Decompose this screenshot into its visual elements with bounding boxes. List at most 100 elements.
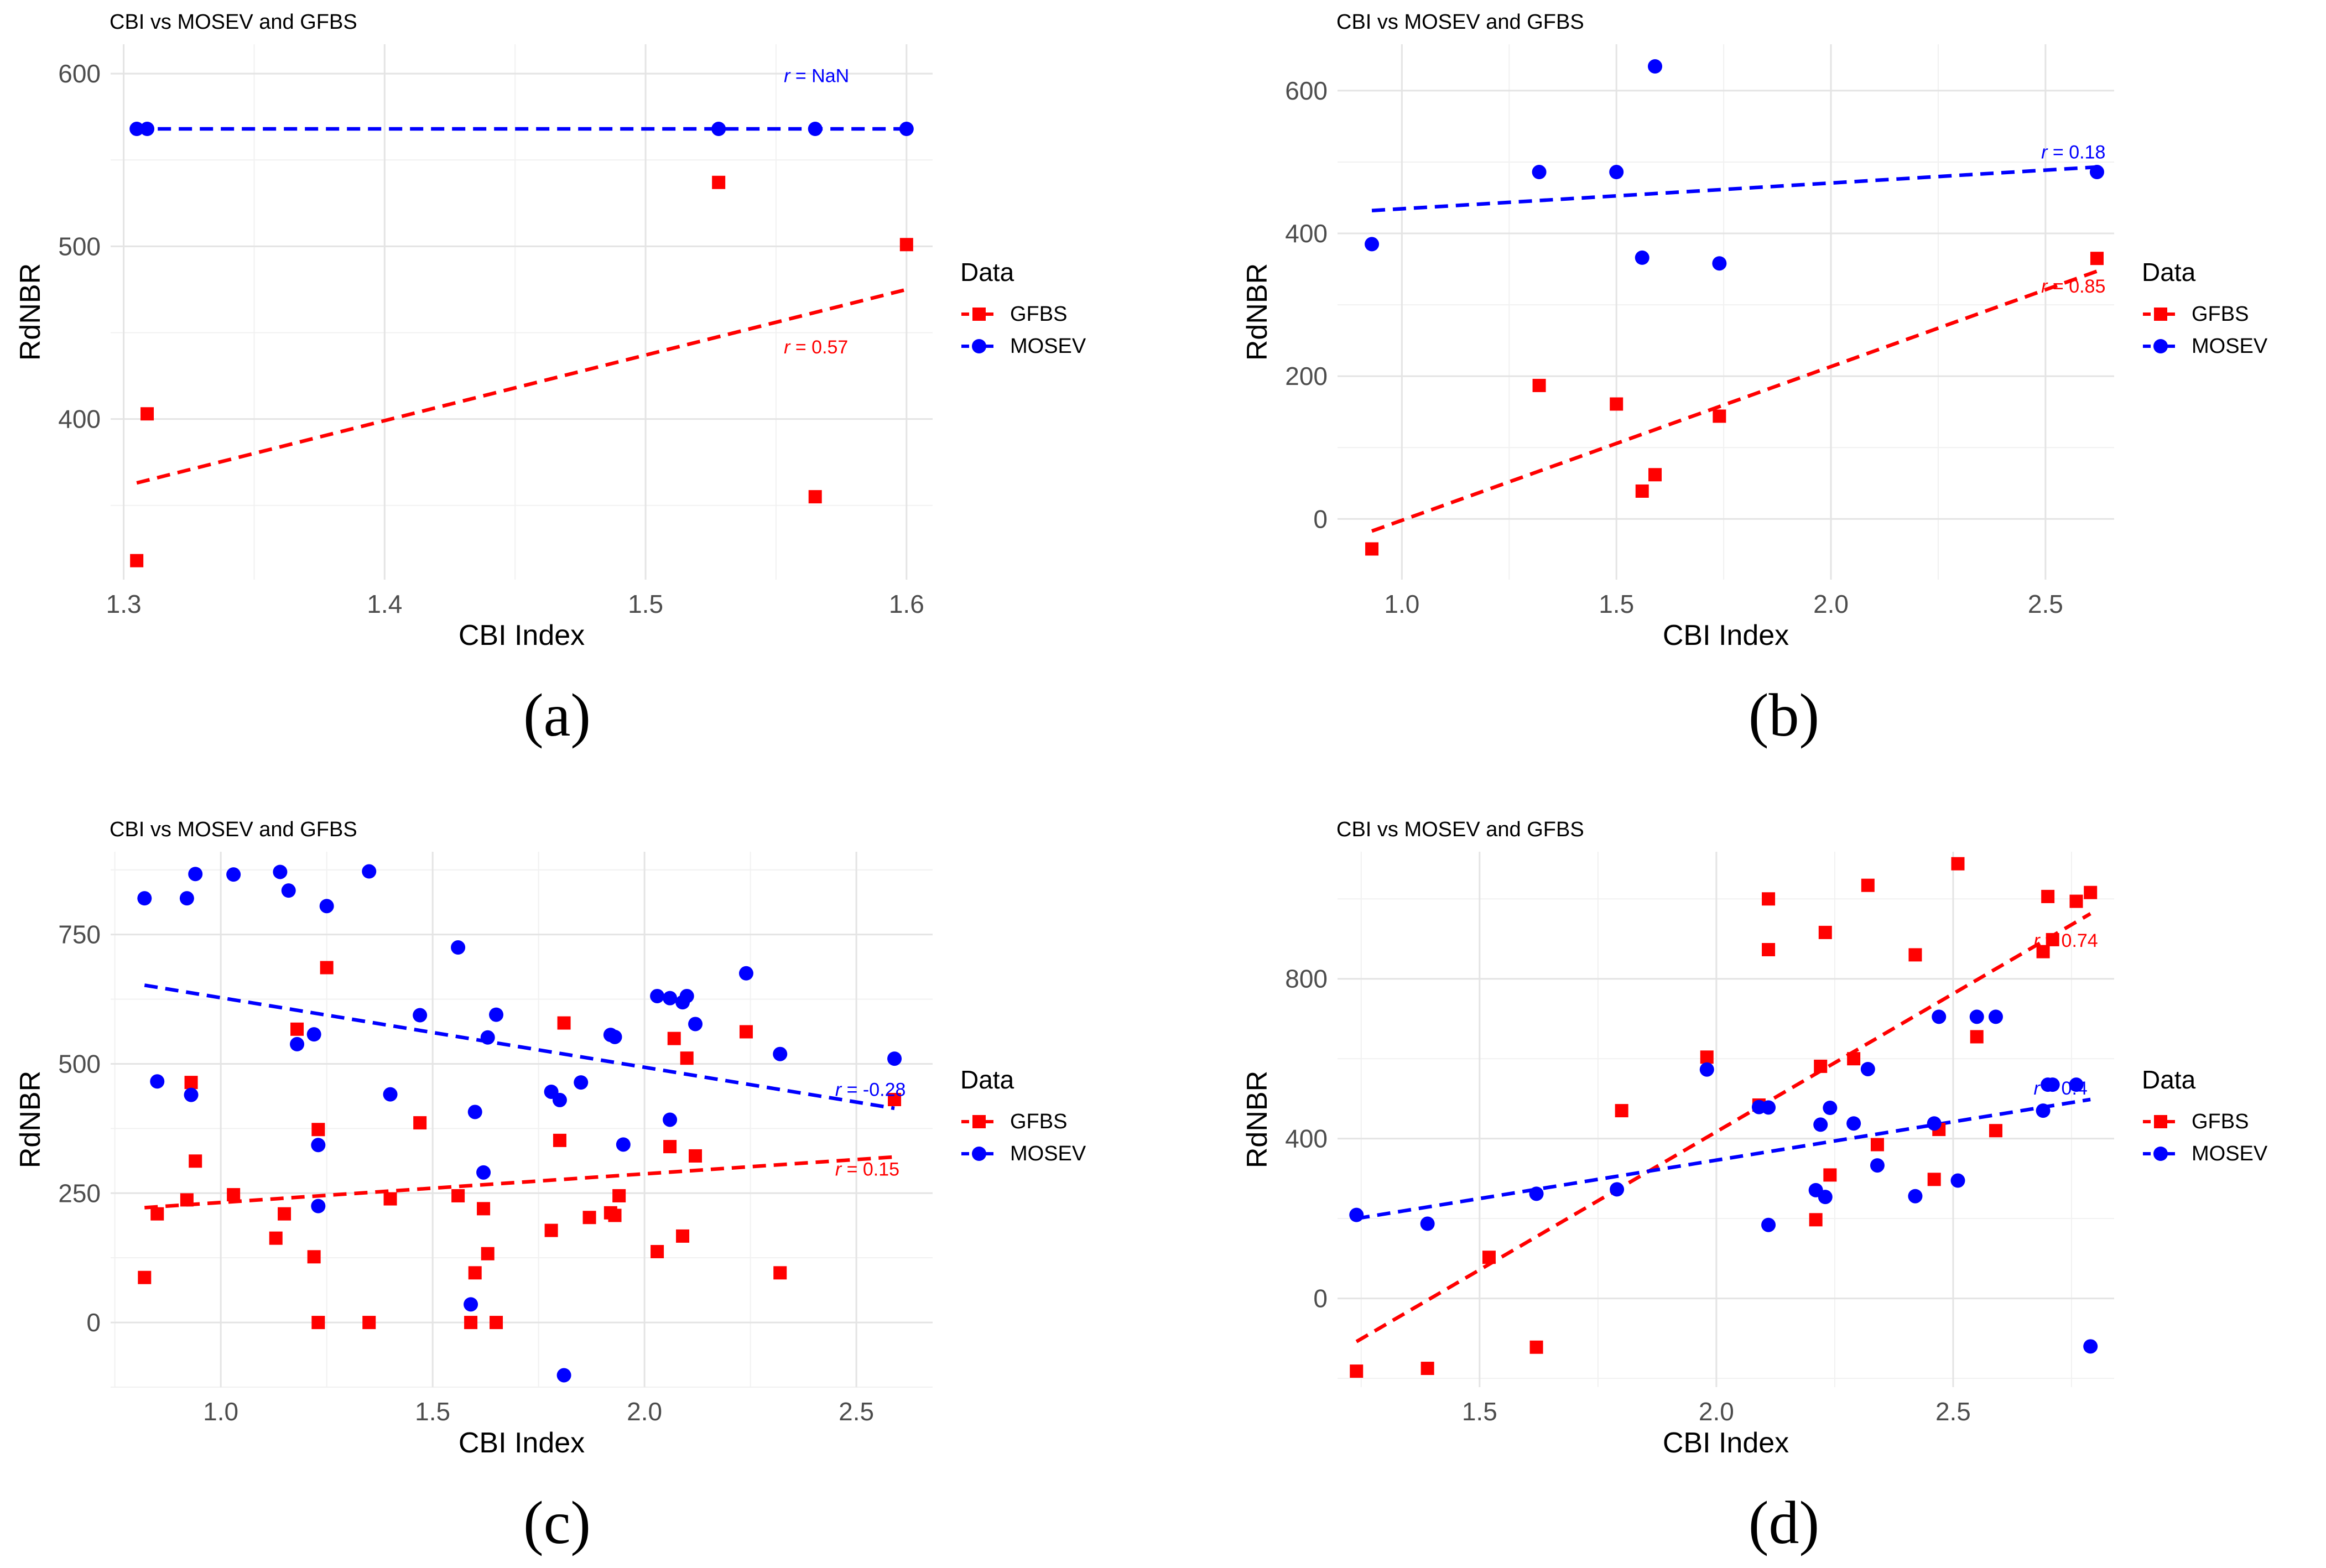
legend: Data GFBS MOSEV bbox=[2142, 1065, 2268, 1165]
correlation-symbol: r bbox=[835, 1079, 842, 1100]
x-tick-label: 2.5 bbox=[1935, 1397, 1971, 1426]
fit-line-gfbs bbox=[144, 1155, 895, 1210]
chart-panel-d: CBI vs MOSEV and GFBS 1.5 2.0 2.5 0 400 800 CBI… bbox=[1241, 818, 2268, 1556]
data-point-mosev bbox=[663, 991, 678, 1006]
legend-key-marker bbox=[972, 339, 986, 353]
data-point-gfbs bbox=[362, 1316, 376, 1330]
correlation-value: = 0.85 bbox=[2047, 276, 2105, 297]
data-point-mosev bbox=[188, 867, 203, 882]
x-tick-label: 1.5 bbox=[628, 590, 663, 618]
data-point-mosev bbox=[281, 883, 296, 898]
data-point-mosev bbox=[184, 1087, 199, 1102]
data-point-gfbs bbox=[307, 1250, 321, 1264]
legend-key-marker bbox=[972, 308, 986, 321]
legend-entry-mosev: MOSEV bbox=[1010, 335, 1086, 358]
data-point-mosev bbox=[306, 1027, 321, 1042]
data-point-mosev bbox=[1927, 1116, 1942, 1131]
data-point-mosev bbox=[616, 1137, 631, 1152]
x-tick-label: 1.0 bbox=[1384, 590, 1419, 618]
x-tick-label: 2.0 bbox=[627, 1397, 662, 1426]
data-point-gfbs bbox=[481, 1247, 495, 1260]
data-point-gfbs bbox=[269, 1231, 283, 1245]
x-tick-label: 1.3 bbox=[106, 590, 142, 618]
y-tick-label: 500 bbox=[58, 232, 101, 261]
data-point-gfbs bbox=[1762, 892, 1776, 906]
x-axis-label: CBI Index bbox=[459, 619, 585, 652]
legend-key-marker bbox=[2154, 1115, 2167, 1128]
x-axis-label: CBI Index bbox=[1663, 619, 1789, 652]
data-point-gfbs bbox=[1861, 878, 1875, 892]
legend: Data GFBS MOSEV bbox=[2142, 258, 2268, 358]
gridlines bbox=[111, 852, 933, 1388]
data-point-gfbs bbox=[2036, 945, 2050, 958]
legend: Data GFBS MOSEV bbox=[960, 1065, 1086, 1165]
legend-key-marker bbox=[2153, 339, 2168, 353]
plot-area: r = 0.15r = -0.28 bbox=[137, 864, 906, 1383]
data-point-mosev bbox=[311, 1199, 326, 1213]
legend-key-marker bbox=[2154, 308, 2167, 321]
correlation-symbol: r bbox=[2033, 930, 2041, 951]
x-tick-label: 2.0 bbox=[1813, 590, 1849, 618]
chart-panel-a: CBI vs MOSEV and GFBS 1.3 1.4 1.5 1.6 400 500 6… bbox=[14, 11, 1086, 749]
plot-area: r = 0.85r = 0.18 bbox=[1365, 59, 2105, 556]
data-point-gfbs bbox=[180, 1193, 194, 1207]
x-tick-label: 1.5 bbox=[415, 1397, 450, 1426]
data-point-gfbs bbox=[739, 1025, 753, 1039]
legend-key-marker bbox=[972, 1115, 986, 1128]
data-point-gfbs bbox=[1529, 1340, 1543, 1354]
chart-panel-c: CBI vs MOSEV and GFBS 1.0 1.5 2.0 2.5 0 250 500… bbox=[14, 818, 1086, 1556]
data-point-mosev bbox=[738, 966, 753, 981]
data-point-gfbs bbox=[150, 1207, 164, 1221]
y-tick-label: 800 bbox=[1285, 965, 1328, 993]
data-point-mosev bbox=[552, 1092, 567, 1107]
y-tick-label: 0 bbox=[1313, 504, 1328, 533]
data-point-gfbs bbox=[2084, 885, 2098, 899]
data-point-mosev bbox=[1420, 1216, 1435, 1231]
data-point-gfbs bbox=[1420, 1362, 1434, 1376]
correlation-label-mosev: r = NaN bbox=[784, 66, 849, 87]
data-point-mosev bbox=[273, 864, 288, 879]
data-point-gfbs bbox=[138, 1270, 152, 1284]
legend-title: Data bbox=[2142, 258, 2196, 286]
data-point-gfbs bbox=[1482, 1251, 1496, 1264]
data-point-mosev bbox=[1610, 1182, 1625, 1197]
data-point-mosev bbox=[1712, 256, 1727, 271]
data-point-mosev bbox=[467, 1105, 482, 1119]
data-point-gfbs bbox=[1350, 1364, 1364, 1378]
correlation-value: = 0.4 bbox=[2040, 1078, 2088, 1099]
fit-line-gfbs bbox=[1355, 912, 2091, 1343]
fit-line-mosev bbox=[144, 983, 895, 1111]
legend-entry-gfbs: GFBS bbox=[1010, 303, 1067, 326]
data-point-mosev bbox=[1988, 1009, 2003, 1024]
panel-caption: (a) bbox=[523, 681, 591, 749]
fit-line-gfbs bbox=[136, 288, 907, 485]
data-point-mosev bbox=[556, 1368, 571, 1383]
data-point-mosev bbox=[887, 1051, 902, 1066]
data-point-gfbs bbox=[544, 1223, 558, 1237]
correlation-value: = -0.28 bbox=[841, 1079, 906, 1100]
data-point-gfbs bbox=[1809, 1213, 1823, 1227]
chart-title: CBI vs MOSEV and GFBS bbox=[110, 11, 357, 34]
data-point-gfbs bbox=[1700, 1050, 1714, 1064]
data-point-gfbs bbox=[290, 1022, 304, 1036]
legend-key-marker bbox=[2153, 1147, 2168, 1161]
panel-caption: (d) bbox=[1749, 1489, 1819, 1556]
data-point-gfbs bbox=[1870, 1138, 1884, 1152]
data-point-gfbs bbox=[278, 1207, 292, 1221]
data-point-mosev bbox=[150, 1074, 165, 1089]
data-point-gfbs bbox=[2041, 889, 2055, 903]
correlation-symbol: r bbox=[2041, 276, 2048, 297]
gridlines bbox=[1338, 852, 2114, 1387]
legend-title: Data bbox=[2142, 1065, 2196, 1094]
data-point-gfbs bbox=[608, 1208, 622, 1222]
data-point-mosev bbox=[311, 1138, 326, 1153]
data-point-gfbs bbox=[557, 1016, 571, 1030]
correlation-label-gfbs: r = 0.57 bbox=[784, 337, 848, 358]
x-tick-label: 1.6 bbox=[889, 590, 924, 618]
correlation-symbol: r bbox=[2033, 1078, 2041, 1099]
data-point-gfbs bbox=[582, 1211, 596, 1225]
chart-title: CBI vs MOSEV and GFBS bbox=[1336, 818, 1584, 841]
correlation-value: = 0.74 bbox=[2040, 930, 2098, 951]
chart-panel-b: CBI vs MOSEV and GFBS 1.0 1.5 2.0 2.5 0 200 400… bbox=[1241, 11, 2268, 749]
